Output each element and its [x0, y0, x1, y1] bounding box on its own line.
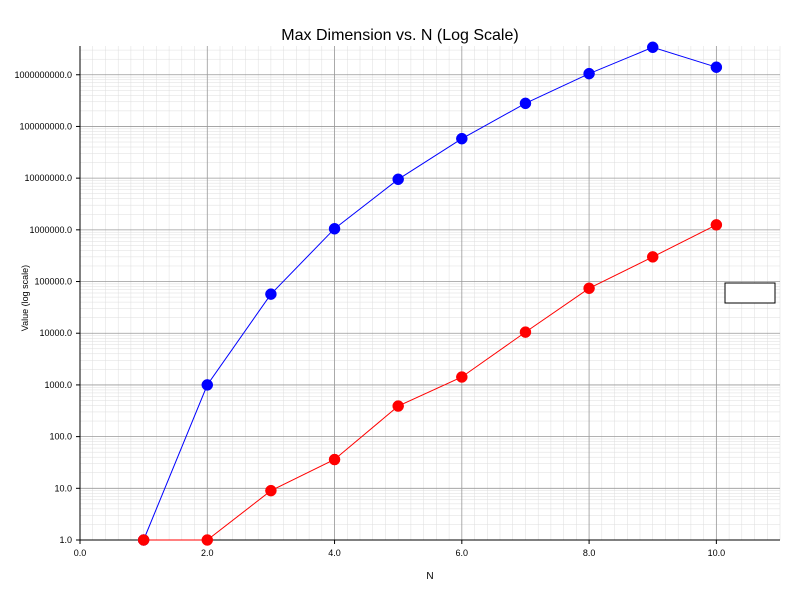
tick-labels: 0.0 2.0 4.0 6.0 8.0 10.0 1.0 10.0 100.0 1000.0 100… [14, 70, 725, 558]
x-tick-label: 0.0 [74, 548, 87, 558]
y-tick-label: 10000000.0 [24, 173, 72, 183]
major-grid [79, 46, 780, 541]
series-1-point [265, 484, 277, 497]
series-0-point [328, 222, 341, 235]
x-tick-label: 10.0 [708, 548, 726, 558]
series-0-point [646, 41, 659, 54]
series-1-point [710, 219, 723, 231]
y-tick-label: 10.0 [54, 483, 72, 493]
y-tick-label: 1000.0 [44, 380, 72, 390]
y-tick-label: 10000.0 [39, 328, 72, 338]
y-tick-label: 1.0 [59, 535, 72, 545]
y-tick-label: 1000000.0 [29, 225, 72, 235]
chart-title: Max Dimension vs. N (Log Scale) [281, 27, 518, 44]
series-1-point [328, 453, 341, 466]
x-tick-label: 6.0 [456, 548, 469, 558]
series-1-point [456, 371, 468, 383]
series-0-point [456, 132, 468, 145]
series-1-point [519, 326, 532, 338]
series-1-point [201, 534, 214, 546]
x-tick-label: 2.0 [201, 548, 214, 558]
series-1-point [392, 400, 404, 412]
series-0-point [519, 97, 532, 110]
minor-grid [79, 46, 781, 540]
series-0-point [710, 61, 723, 73]
series-layer [137, 41, 723, 546]
series-0-line [143, 46, 717, 541]
y-tick-label: 100000.0 [34, 277, 72, 287]
x-tick-label: 4.0 [328, 548, 341, 558]
x-tick-label: 8.0 [583, 548, 596, 558]
legend-box [724, 282, 776, 304]
series-1-point [583, 282, 595, 295]
series-0-point [392, 173, 404, 186]
series-1-point [646, 251, 659, 263]
y-axis-label: Value (log scale) [20, 265, 30, 331]
series-0-point [583, 67, 595, 80]
series-1-line [143, 224, 717, 541]
y-tick-label: 100.0 [49, 432, 72, 442]
series-0-point [201, 379, 214, 391]
y-tick-label: 1000000000.0 [14, 70, 72, 80]
x-axis-label: N [426, 571, 433, 582]
series-0-point [265, 288, 277, 300]
series-1-point [137, 534, 150, 546]
y-tick-label: 100000000.0 [19, 121, 72, 131]
